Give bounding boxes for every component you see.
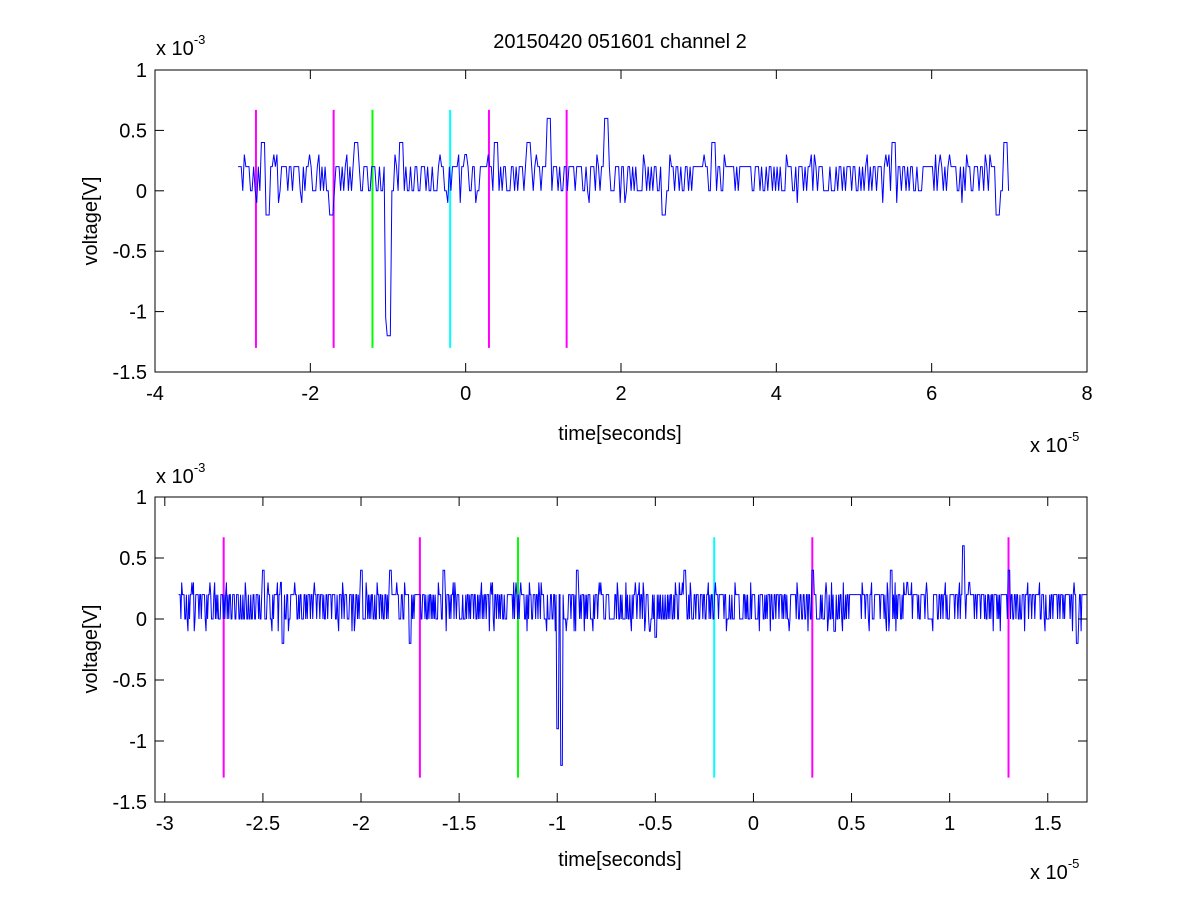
bottom-plot-x-tick-label: -1.5	[442, 813, 476, 835]
top-plot-x-ticks: -4 -2 0 2 4 6 8	[146, 70, 1093, 405]
bottom-plot-y-tick-label: 1	[136, 487, 147, 509]
top-plot-ylabel: voltage[V]	[80, 177, 102, 266]
top-plot-area	[154, 69, 1088, 373]
top-plot-y-multiplier: x 10-3	[156, 32, 205, 60]
bottom-plot-x-tick-label: 1	[944, 813, 955, 835]
top-plot-x-multiplier: x 10-5	[1030, 429, 1079, 457]
top-plot-x-tick-label: -4	[146, 383, 164, 405]
bottom-plot-signal-line	[178, 545, 1087, 766]
bottom-plot-signal	[178, 545, 1087, 766]
bottom-plot: -3 -2.5 -2 -1.5 -1 -0.5 0 0.5 1 1.5 -1.5 -1 -0.5 0 0.…	[80, 460, 1088, 884]
bottom-plot-y-tick-label: 0	[136, 609, 147, 631]
top-plot-y-tick-label: -0.5	[113, 241, 147, 263]
bottom-plot-x-tick-label: -2	[352, 813, 370, 835]
top-plot-y-tick-label: 0	[136, 181, 147, 203]
top-plot-markers	[254, 109, 568, 348]
top-plot-x-tick-label: 4	[771, 383, 782, 405]
top-plot: -4 -2 0 2 4 6 8 -1.5-1-0.500.51 time[seconds] …	[80, 32, 1093, 457]
top-plot-y-tick-label: 0.5	[119, 120, 147, 142]
bottom-plot-y-multiplier: x 10-3	[156, 460, 205, 488]
bottom-plot-x-tick-label: 1.5	[1034, 813, 1062, 835]
top-plot-xlabel: time[seconds]	[558, 423, 681, 445]
bottom-plot-ylabel: voltage[V]	[80, 605, 102, 694]
bottom-plot-x-tick-label: -0.5	[638, 813, 672, 835]
bottom-plot-y-ticks: -1.5 -1 -0.5 0 0.5 1	[113, 487, 1087, 814]
bottom-plot-x-tick-label: -2.5	[246, 813, 280, 835]
top-plot-y-tick-label: -1.5	[113, 362, 147, 384]
bottom-plot-x-multiplier: x 10-5	[1030, 856, 1079, 884]
figure-title: 20150420 051601 channel 2	[493, 31, 747, 53]
top-plot-y-ticks: -1.5 -1 -0.5 0 0.5 1	[113, 60, 1087, 384]
bottom-plot-x-tick-label: 0.5	[838, 813, 866, 835]
top-plot-y-tick-label: 1	[136, 60, 147, 82]
bottom-plot-x-tick-label: -3	[156, 813, 174, 835]
bottom-plot-y-tick-label: -1	[129, 731, 147, 753]
bottom-plot-y-tick-label: -1.5	[113, 792, 147, 814]
top-plot-x-tick-label: -2	[301, 383, 319, 405]
top-plot-signal	[238, 117, 1010, 337]
top-plot-x-tick-label: 0	[460, 383, 471, 405]
bottom-plot-x-tick-label: -1	[548, 813, 566, 835]
top-plot-signal-line	[238, 117, 1010, 337]
bottom-plot-y-tick-label: -0.5	[113, 670, 147, 692]
top-plot-x-tick-label: 6	[926, 383, 937, 405]
top-plot-y-tick-label: -1	[129, 302, 147, 324]
bottom-plot-area	[154, 496, 1088, 803]
top-plot-x-tick-label: 8	[1081, 383, 1092, 405]
bottom-plot-markers	[222, 537, 1010, 778]
top-plot-x-tick-label: 2	[615, 383, 626, 405]
bottom-plot-x-ticks: -3 -2.5 -2 -1.5 -1 -0.5 0 0.5 1 1.5	[156, 497, 1062, 835]
bottom-plot-xlabel: time[seconds]	[558, 849, 681, 871]
bottom-plot-x-tick-label: 0	[748, 813, 759, 835]
bottom-plot-y-tick-label: 0.5	[119, 548, 147, 570]
